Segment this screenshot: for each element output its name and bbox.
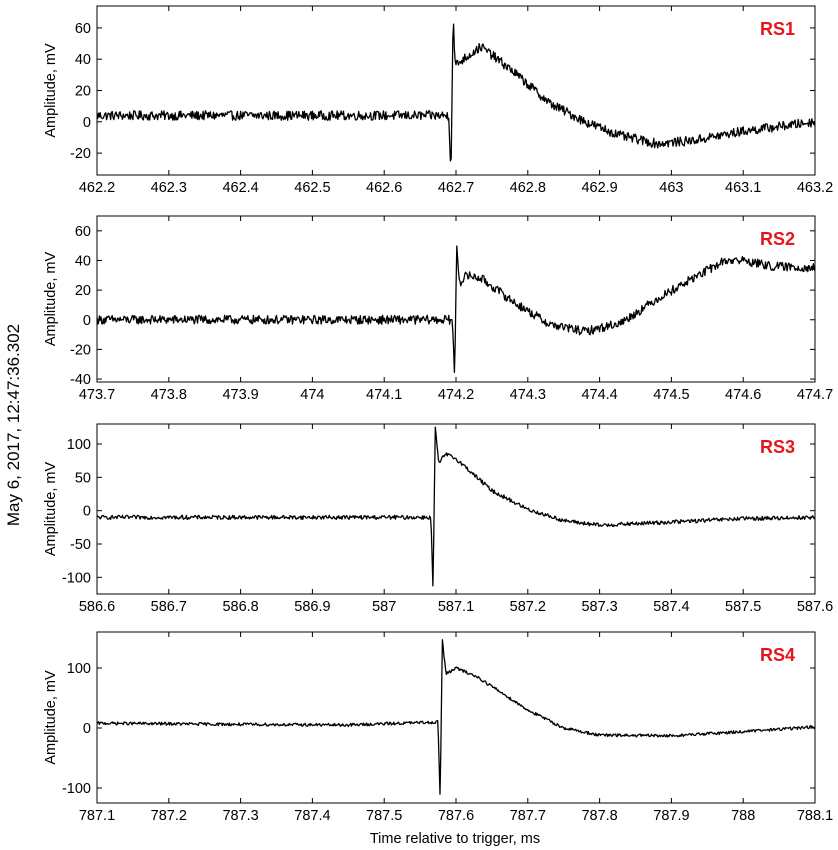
waveform-trace [96, 426, 816, 587]
y-tick-label: 100 [67, 661, 91, 677]
panel-rs2: 473.7 473.8 473.9 474 474.1 474.2 474.3 474.4 47… [43, 215, 833, 403]
x-tick-label: 787.3 [222, 808, 258, 824]
y-tick-label: 20 [75, 84, 91, 100]
y-axis-label: Amplitude, mV [43, 43, 59, 138]
y-tick-label: 40 [75, 253, 91, 269]
x-tick-label: 474.7 [797, 387, 833, 403]
x-tick-label: 787.5 [366, 808, 402, 824]
y-tick-label: 40 [75, 52, 91, 68]
y-tick-label: 50 [75, 470, 91, 486]
y-tick-label: 0 [83, 115, 91, 131]
x-tick-label: 474.2 [438, 387, 474, 403]
x-tick-label: 473.9 [222, 387, 258, 403]
x-tick-label: 462.5 [294, 180, 330, 196]
panel-rs3: 586.6 586.7 586.8 586.9 587 587.1 587.2 587.3 58… [43, 423, 833, 615]
x-tick-label: 462.2 [79, 180, 115, 196]
waveform-trace [96, 23, 816, 162]
y-tick-label: -100 [62, 781, 91, 797]
x-tick-label: 787.4 [294, 808, 330, 824]
waveform-trace [96, 245, 816, 374]
x-tick-label: 787.1 [79, 808, 115, 824]
y-tick-label: -20 [70, 146, 91, 162]
y-tick-label: -40 [70, 372, 91, 388]
x-tick-label: 474.3 [510, 387, 546, 403]
panel-rs4: 787.1 787.2 787.3 787.4 787.5 787.6 787.7 787.8… [43, 631, 833, 824]
x-tick-label: 462.6 [366, 180, 402, 196]
y-axis-label: Amplitude, mV [43, 252, 59, 347]
x-tick-label: 787.8 [581, 808, 617, 824]
x-tick-label: 787.9 [653, 808, 689, 824]
x-tick-label: 787.6 [438, 808, 474, 824]
waveform-trace [96, 639, 816, 795]
x-tick-label: 474.1 [366, 387, 402, 403]
y-tick-label: 60 [75, 21, 91, 37]
x-tick-label: 587 [372, 599, 396, 615]
plot-frame [96, 423, 816, 595]
x-tick-label: 474.6 [725, 387, 761, 403]
y-tick-label: 0 [83, 313, 91, 329]
x-tick-label: 474.5 [653, 387, 689, 403]
y-tick-label: 60 [75, 224, 91, 240]
x-tick-label: 587.1 [438, 599, 474, 615]
x-tick-label: 462.7 [438, 180, 474, 196]
x-tick-label: 587.5 [725, 599, 761, 615]
x-tick-label: 462.4 [222, 180, 258, 196]
x-tick-label: 462.3 [151, 180, 187, 196]
x-tick-label: 587.3 [581, 599, 617, 615]
y-tick-label: -50 [70, 537, 91, 553]
x-tick-label: 787.7 [510, 808, 546, 824]
x-tick-label: 586.6 [79, 599, 115, 615]
station-label: RS3 [760, 437, 795, 457]
x-tick-label: 788 [731, 808, 755, 824]
y-axis-label: Amplitude, mV [43, 462, 59, 557]
y-axis-label: Amplitude, mV [43, 670, 59, 765]
y-tick-label: -100 [62, 570, 91, 586]
x-tick-label: 586.8 [222, 599, 258, 615]
x-tick-label: 474 [300, 387, 324, 403]
x-tick-label: 463 [659, 180, 683, 196]
y-tick-label: 0 [83, 504, 91, 520]
x-tick-label: 463.1 [725, 180, 761, 196]
x-tick-label: 586.9 [294, 599, 330, 615]
x-tick-label: 473.7 [79, 387, 115, 403]
recording-timestamp: May 6, 2017, 12:47:36.302 [4, 324, 23, 526]
y-tick-label: 20 [75, 283, 91, 299]
y-tick-label: -20 [70, 342, 91, 358]
station-label: RS4 [760, 645, 795, 665]
y-tick-label: 100 [67, 437, 91, 453]
x-tick-label: 787.2 [151, 808, 187, 824]
plot-frame [96, 5, 816, 176]
panel-rs1: 462.2 462.3 462.4 462.5 462.6 462.7 462.8 462.9… [43, 5, 833, 196]
x-tick-label: 473.8 [151, 387, 187, 403]
x-tick-label: 474.4 [581, 387, 617, 403]
x-tick-label: 788.1 [797, 808, 833, 824]
y-tick-label: 0 [83, 721, 91, 737]
x-tick-label: 587.6 [797, 599, 833, 615]
station-label: RS1 [760, 19, 795, 39]
x-tick-label: 462.8 [510, 180, 546, 196]
x-tick-label: 463.2 [797, 180, 833, 196]
x-tick-label: 586.7 [151, 599, 187, 615]
x-tick-label: 587.4 [653, 599, 689, 615]
x-tick-label: 587.2 [510, 599, 546, 615]
station-label: RS2 [760, 229, 795, 249]
plot-frame [96, 631, 816, 804]
x-tick-label: 462.9 [581, 180, 617, 196]
x-axis-title: Time relative to trigger, ms [370, 831, 540, 847]
